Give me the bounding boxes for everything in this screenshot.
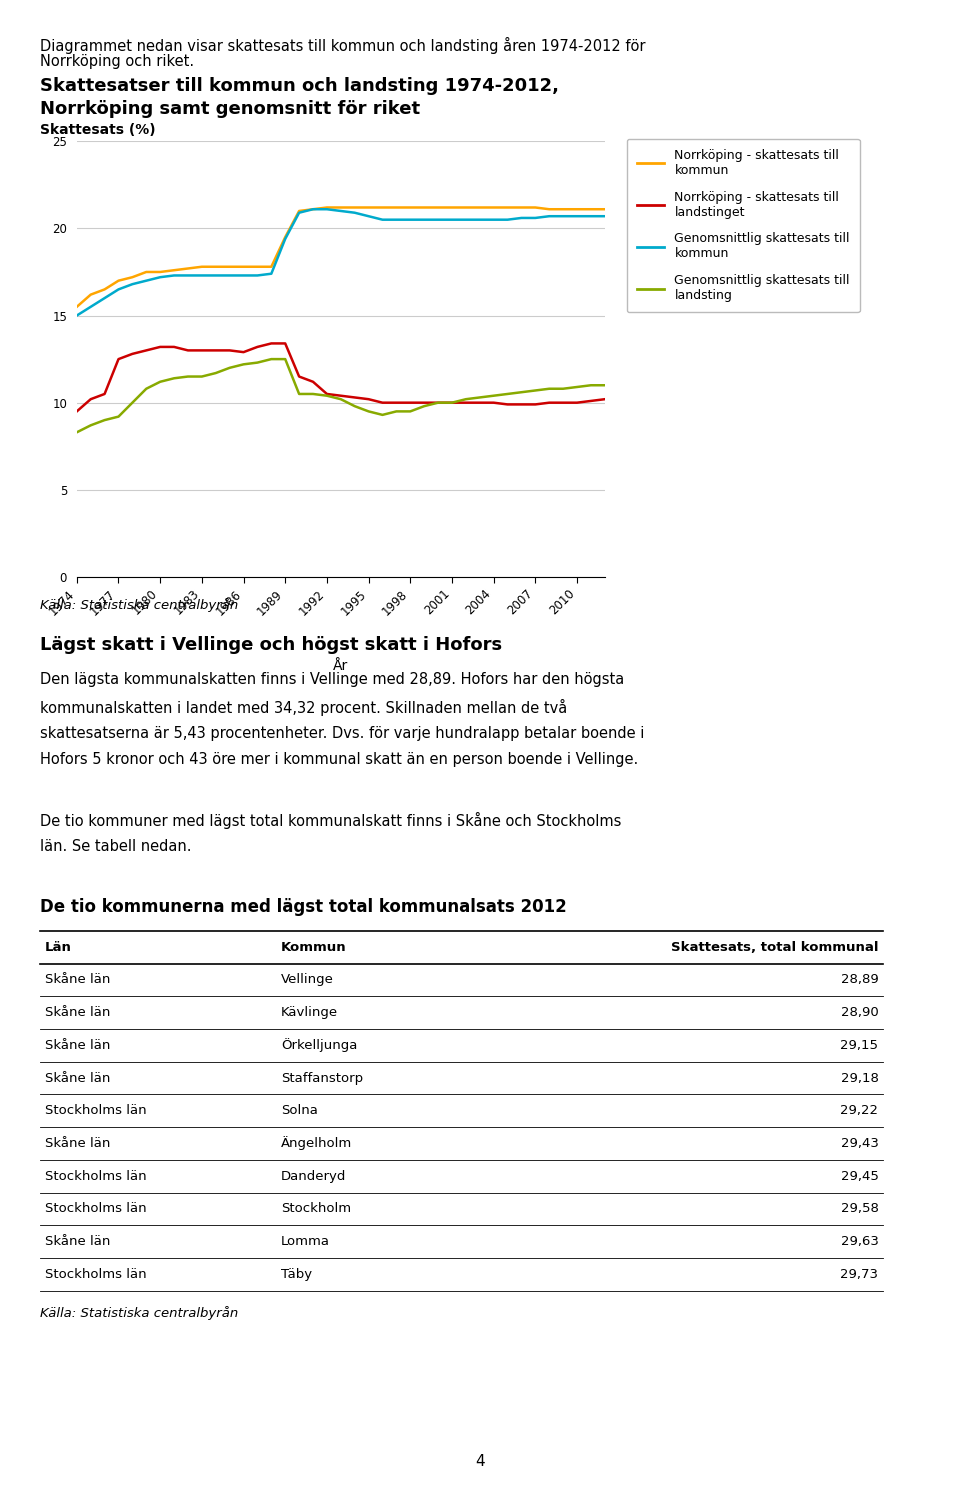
Text: Ängelholm: Ängelholm — [281, 1136, 352, 1151]
Text: 28,89: 28,89 — [841, 974, 878, 986]
Text: Källa: Statistiska centralbyrån: Källa: Statistiska centralbyrån — [40, 598, 239, 611]
Text: Danderyd: Danderyd — [281, 1170, 347, 1182]
Text: De tio kommunerna med lägst total kommunalsats 2012: De tio kommunerna med lägst total kommun… — [40, 898, 567, 916]
Text: 29,18: 29,18 — [841, 1072, 878, 1084]
Text: Stockholms län: Stockholms län — [45, 1203, 147, 1215]
Text: Kommun: Kommun — [281, 941, 347, 953]
Text: Län: Län — [45, 941, 72, 953]
Text: Skattesatser till kommun och landsting 1974-2012,: Skattesatser till kommun och landsting 1… — [40, 77, 560, 95]
Text: Solna: Solna — [281, 1105, 318, 1117]
Text: skattesatserna är 5,43 procentenheter. Dvs. för varje hundralapp betalar boende : skattesatserna är 5,43 procentenheter. D… — [40, 726, 645, 741]
Text: 29,58: 29,58 — [841, 1203, 878, 1215]
Text: Skåne län: Skåne län — [45, 1072, 110, 1084]
Text: Norrköping och riket.: Norrköping och riket. — [40, 54, 195, 68]
Text: 28,90: 28,90 — [841, 1007, 878, 1019]
Text: Kävlinge: Kävlinge — [281, 1007, 338, 1019]
Text: Skåne län: Skåne län — [45, 1236, 110, 1248]
Text: 4: 4 — [475, 1454, 485, 1469]
Text: Skåne län: Skåne län — [45, 1039, 110, 1051]
Legend: Norrköping - skattesats till
kommun, Norrköping - skattesats till
landstinget, G: Norrköping - skattesats till kommun, Nor… — [627, 138, 860, 312]
Text: 29,63: 29,63 — [841, 1236, 878, 1248]
Text: Norrköping samt genomsnitt för riket: Norrköping samt genomsnitt för riket — [40, 100, 420, 117]
Text: Den lägsta kommunalskatten finns i Vellinge med 28,89. Hofors har den högsta: Den lägsta kommunalskatten finns i Velli… — [40, 672, 625, 687]
Text: Täby: Täby — [281, 1268, 312, 1280]
Text: Stockholms län: Stockholms län — [45, 1170, 147, 1182]
X-axis label: År: År — [333, 659, 348, 674]
Text: Vellinge: Vellinge — [281, 974, 334, 986]
Text: Skåne län: Skåne län — [45, 1138, 110, 1149]
Text: kommunalskatten i landet med 34,32 procent. Skillnaden mellan de två: kommunalskatten i landet med 34,32 proce… — [40, 699, 567, 715]
Text: 29,73: 29,73 — [840, 1268, 878, 1280]
Text: län. Se tabell nedan.: län. Se tabell nedan. — [40, 839, 192, 854]
Text: Skåne län: Skåne län — [45, 974, 110, 986]
Text: Örkelljunga: Örkelljunga — [281, 1038, 357, 1053]
Text: Stockholms län: Stockholms län — [45, 1105, 147, 1117]
Text: Diagrammet nedan visar skattesats till kommun och landsting åren 1974-2012 för: Diagrammet nedan visar skattesats till k… — [40, 37, 646, 54]
Text: 29,43: 29,43 — [841, 1138, 878, 1149]
Text: Skåne län: Skåne län — [45, 1007, 110, 1019]
Text: Källa: Statistiska centralbyrån: Källa: Statistiska centralbyrån — [40, 1306, 239, 1319]
Text: Staffanstorp: Staffanstorp — [281, 1072, 363, 1084]
Text: Hofors 5 kronor och 43 öre mer i kommunal skatt än en person boende i Vellinge.: Hofors 5 kronor och 43 öre mer i kommuna… — [40, 752, 638, 767]
Text: Stockholm: Stockholm — [281, 1203, 351, 1215]
Text: 29,22: 29,22 — [840, 1105, 878, 1117]
Text: De tio kommuner med lägst total kommunalskatt finns i Skåne och Stockholms: De tio kommuner med lägst total kommunal… — [40, 812, 622, 828]
Text: Skattesats, total kommunal: Skattesats, total kommunal — [671, 941, 878, 953]
Text: Stockholms län: Stockholms län — [45, 1268, 147, 1280]
Text: 29,45: 29,45 — [841, 1170, 878, 1182]
Text: Skattesats (%): Skattesats (%) — [40, 123, 156, 137]
Text: 29,15: 29,15 — [840, 1039, 878, 1051]
Text: Lomma: Lomma — [281, 1236, 330, 1248]
Text: Lägst skatt i Vellinge och högst skatt i Hofors: Lägst skatt i Vellinge och högst skatt i… — [40, 636, 502, 654]
